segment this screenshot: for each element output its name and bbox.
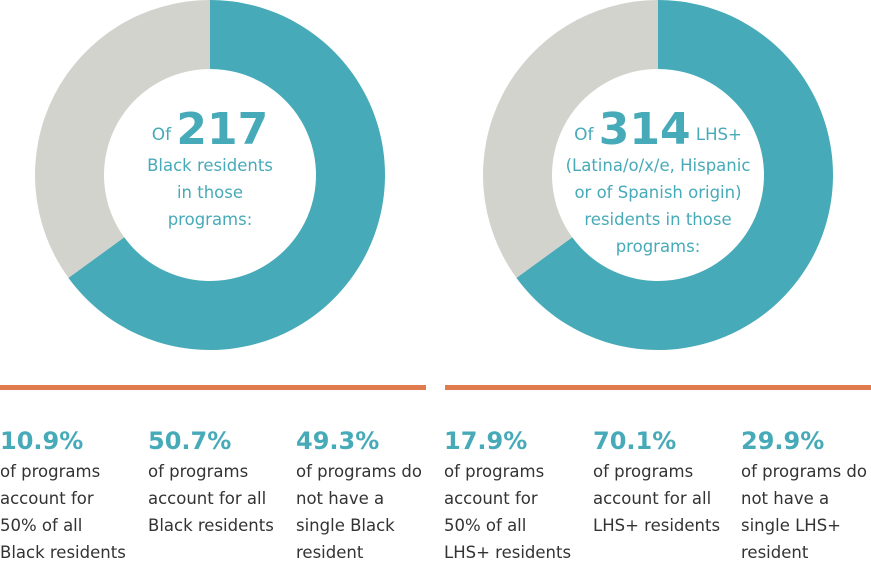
count: 314 bbox=[598, 104, 691, 155]
donut-segment bbox=[482, 0, 658, 278]
stat: 49.3% of programs do not have a single Bl… bbox=[296, 424, 426, 566]
donut-segment bbox=[68, 0, 386, 351]
stat: 70.1% of programs account for all LHS+ re… bbox=[593, 424, 723, 539]
stat: 17.9% of programs account for 50% of all … bbox=[444, 424, 574, 566]
caption: LHS+ (Latina/o/x/e, Hispanic or of Spani… bbox=[565, 125, 751, 256]
donut-segment bbox=[35, 0, 211, 278]
donut-label: Of 314 LHS+ (Latina/o/x/e, Hispanic or o… bbox=[558, 108, 758, 260]
stat: 10.9% of programs account for 50% of all … bbox=[0, 424, 130, 566]
stat-value: 17.9% bbox=[444, 427, 528, 455]
stat-text: of programs do not have a single Black r… bbox=[296, 462, 422, 562]
donut-label: Of 217 Black residents in those programs… bbox=[128, 108, 292, 233]
stat-value: 50.7% bbox=[148, 427, 232, 455]
stat-text: of programs account for 50% of all Black… bbox=[0, 462, 126, 562]
stat-text: of programs do not have a single LHS+ re… bbox=[741, 462, 867, 562]
stat-text: of programs account for all Black reside… bbox=[148, 462, 274, 535]
count: 217 bbox=[176, 104, 269, 155]
divider bbox=[445, 385, 871, 390]
divider bbox=[0, 385, 426, 390]
stat: 29.9% of programs do not have a single LH… bbox=[741, 424, 871, 566]
stat-value: 70.1% bbox=[593, 427, 677, 455]
charts bbox=[35, 0, 833, 351]
stat-value: 29.9% bbox=[741, 427, 825, 455]
stat-text: of programs account for 50% of all LHS+ … bbox=[444, 462, 572, 562]
stat-value: 49.3% bbox=[296, 427, 380, 455]
caption: Black residents in those programs: bbox=[147, 156, 273, 229]
stat: 50.7% of programs account for all Black r… bbox=[148, 424, 278, 539]
prefix: Of bbox=[574, 125, 594, 145]
stat-text: of programs account for all LHS+ residen… bbox=[593, 462, 721, 535]
stat-value: 10.9% bbox=[0, 427, 84, 455]
prefix: Of bbox=[151, 125, 172, 145]
donut-segment bbox=[516, 0, 833, 350]
